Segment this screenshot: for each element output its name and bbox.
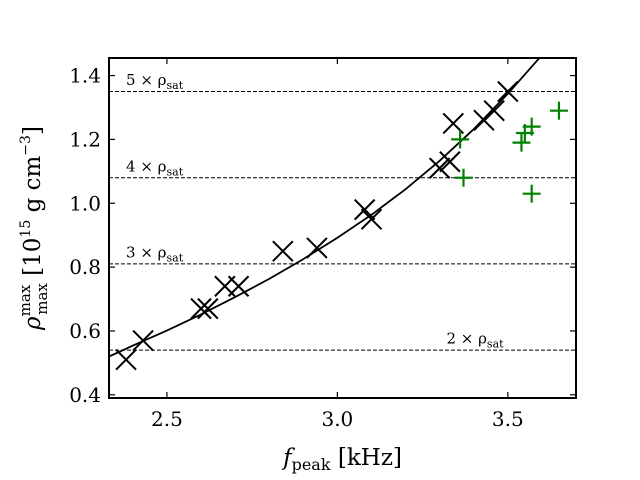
axis-ticks: 2.5 3.0 3.5 0.4 0.6 0.8 1.0 1.2 1.4 — [69, 58, 576, 431]
y-axis-label: ρmaxmax [1015 g cm−3] — [16, 126, 51, 331]
data-point-x — [497, 80, 519, 103]
plot-frame — [108, 57, 577, 399]
reference-line-label: 3 × ρsat — [126, 244, 184, 265]
x-axis-label: fpeak [kHz] — [281, 445, 402, 474]
data-point-x — [353, 198, 376, 221]
y-tick-label: 1.0 — [69, 191, 101, 215]
data-point-x — [115, 348, 137, 371]
reference-line-label: 2 × ρsat — [446, 330, 504, 351]
y-tick-label: 0.4 — [69, 383, 101, 407]
reference-line-label: 5 × ρsat — [126, 71, 184, 92]
data-point-x — [439, 151, 461, 173]
reference-line-label: 4 × ρsat — [126, 157, 184, 178]
data-point-x — [306, 237, 328, 259]
y-tick-label: 0.6 — [69, 319, 101, 343]
y-tick-label: 1.4 — [69, 64, 101, 88]
data-point-plus — [522, 184, 541, 203]
y-tick-label: 1.2 — [69, 127, 101, 151]
data-point-x — [442, 112, 464, 135]
y-tick-label: 0.8 — [69, 255, 101, 279]
x-tick-label: 3.0 — [321, 407, 353, 431]
data-point-x — [132, 329, 154, 352]
data-point-x — [227, 275, 250, 297]
data-point-x — [190, 297, 212, 320]
data-point-plus — [454, 168, 473, 187]
data-point-x — [360, 208, 383, 230]
data-point-plus — [451, 130, 470, 149]
data-point-x — [272, 240, 294, 262]
data-point-x — [197, 297, 219, 320]
data-point-plus — [522, 117, 541, 136]
fit-line — [109, 58, 541, 358]
data-point-x — [483, 99, 505, 122]
data-point-plus — [512, 133, 531, 152]
x-tick-label: 2.5 — [151, 407, 183, 431]
data-point-plus — [549, 101, 568, 120]
x-tick-label: 3.5 — [492, 407, 524, 431]
plot-area — [109, 58, 576, 371]
data-point-x — [428, 157, 451, 179]
